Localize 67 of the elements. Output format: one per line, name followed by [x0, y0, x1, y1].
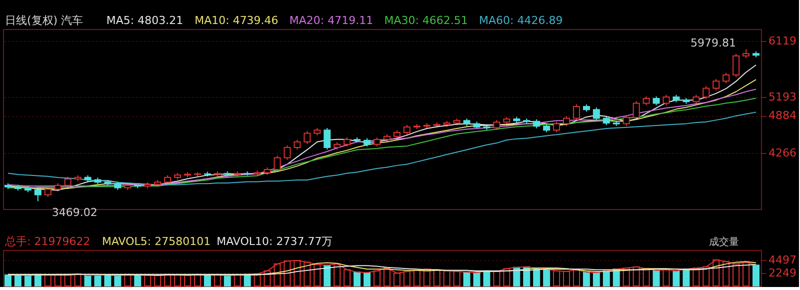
annotation: 3469.02: [52, 206, 98, 220]
candlestick: [602, 116, 610, 126]
candlestick: [374, 136, 381, 147]
bar: [14, 274, 22, 286]
text: 总手: 21979622: [4, 235, 90, 248]
bar: [354, 272, 361, 286]
bar: [483, 270, 490, 286]
bar: [582, 272, 590, 286]
candlestick: [284, 144, 291, 160]
candlestick: [304, 130, 311, 145]
candlestick: [324, 127, 331, 150]
candlestick: [722, 72, 730, 84]
candlestick: [572, 104, 580, 121]
bar: [652, 270, 660, 286]
candlestick: [493, 120, 500, 130]
y-tick-label: 4266: [768, 146, 796, 160]
candlestick: [553, 121, 560, 133]
candlestick: [702, 86, 710, 100]
candlestick: [274, 155, 281, 172]
bar: [602, 270, 610, 286]
text: MA5: 4803.21: [106, 14, 184, 27]
y-tick-label: 4497: [768, 253, 796, 266]
bar: [4, 274, 12, 286]
bar: [94, 274, 102, 286]
candlestick: [403, 124, 410, 136]
line-series: [7, 264, 757, 275]
candlestick: [662, 94, 670, 106]
candlestick: [44, 186, 52, 198]
candlestick: [732, 53, 740, 78]
y-tick-label: 5193: [768, 90, 796, 104]
chart-title: 日线(复权) 汽车: [5, 14, 84, 27]
bar: [463, 272, 470, 286]
bar: [672, 270, 680, 286]
annotation: 5979.81: [690, 36, 736, 50]
bar: [134, 274, 142, 286]
text: MAVOL5: 27580101: [102, 235, 211, 248]
y-tick-label: 6119: [768, 34, 796, 48]
bar: [682, 268, 690, 286]
bar: [752, 264, 760, 286]
candlestick: [592, 106, 600, 121]
bar: [114, 275, 122, 286]
text: MA10: 4739.46: [194, 14, 278, 27]
candlestick: [533, 118, 540, 129]
bar: [224, 275, 231, 286]
bar: [104, 274, 112, 286]
bar: [592, 272, 600, 286]
candlestick: [632, 100, 640, 120]
bar: [324, 264, 331, 286]
candlestick: [294, 139, 301, 150]
candlestick: [563, 116, 570, 126]
text: 成交量: [709, 236, 739, 248]
bar: [543, 268, 550, 286]
bar: [473, 272, 480, 286]
bar: [24, 275, 32, 286]
bar: [204, 274, 211, 286]
candlestick: [344, 136, 351, 147]
candlestick: [712, 78, 720, 91]
y-tick-label: 2249: [768, 266, 796, 280]
y-tick-label: 4884: [768, 109, 796, 122]
line-series: [7, 112, 757, 186]
bar: [364, 272, 371, 286]
candlestick: [622, 114, 630, 126]
text: MA60: 4426.89: [479, 14, 563, 27]
text: MA30: 4662.51: [384, 14, 468, 27]
series-label: MAVOL10: 2737.77万: [216, 235, 333, 248]
text: MA20: 4719.11: [289, 14, 374, 27]
bar: [84, 275, 92, 286]
